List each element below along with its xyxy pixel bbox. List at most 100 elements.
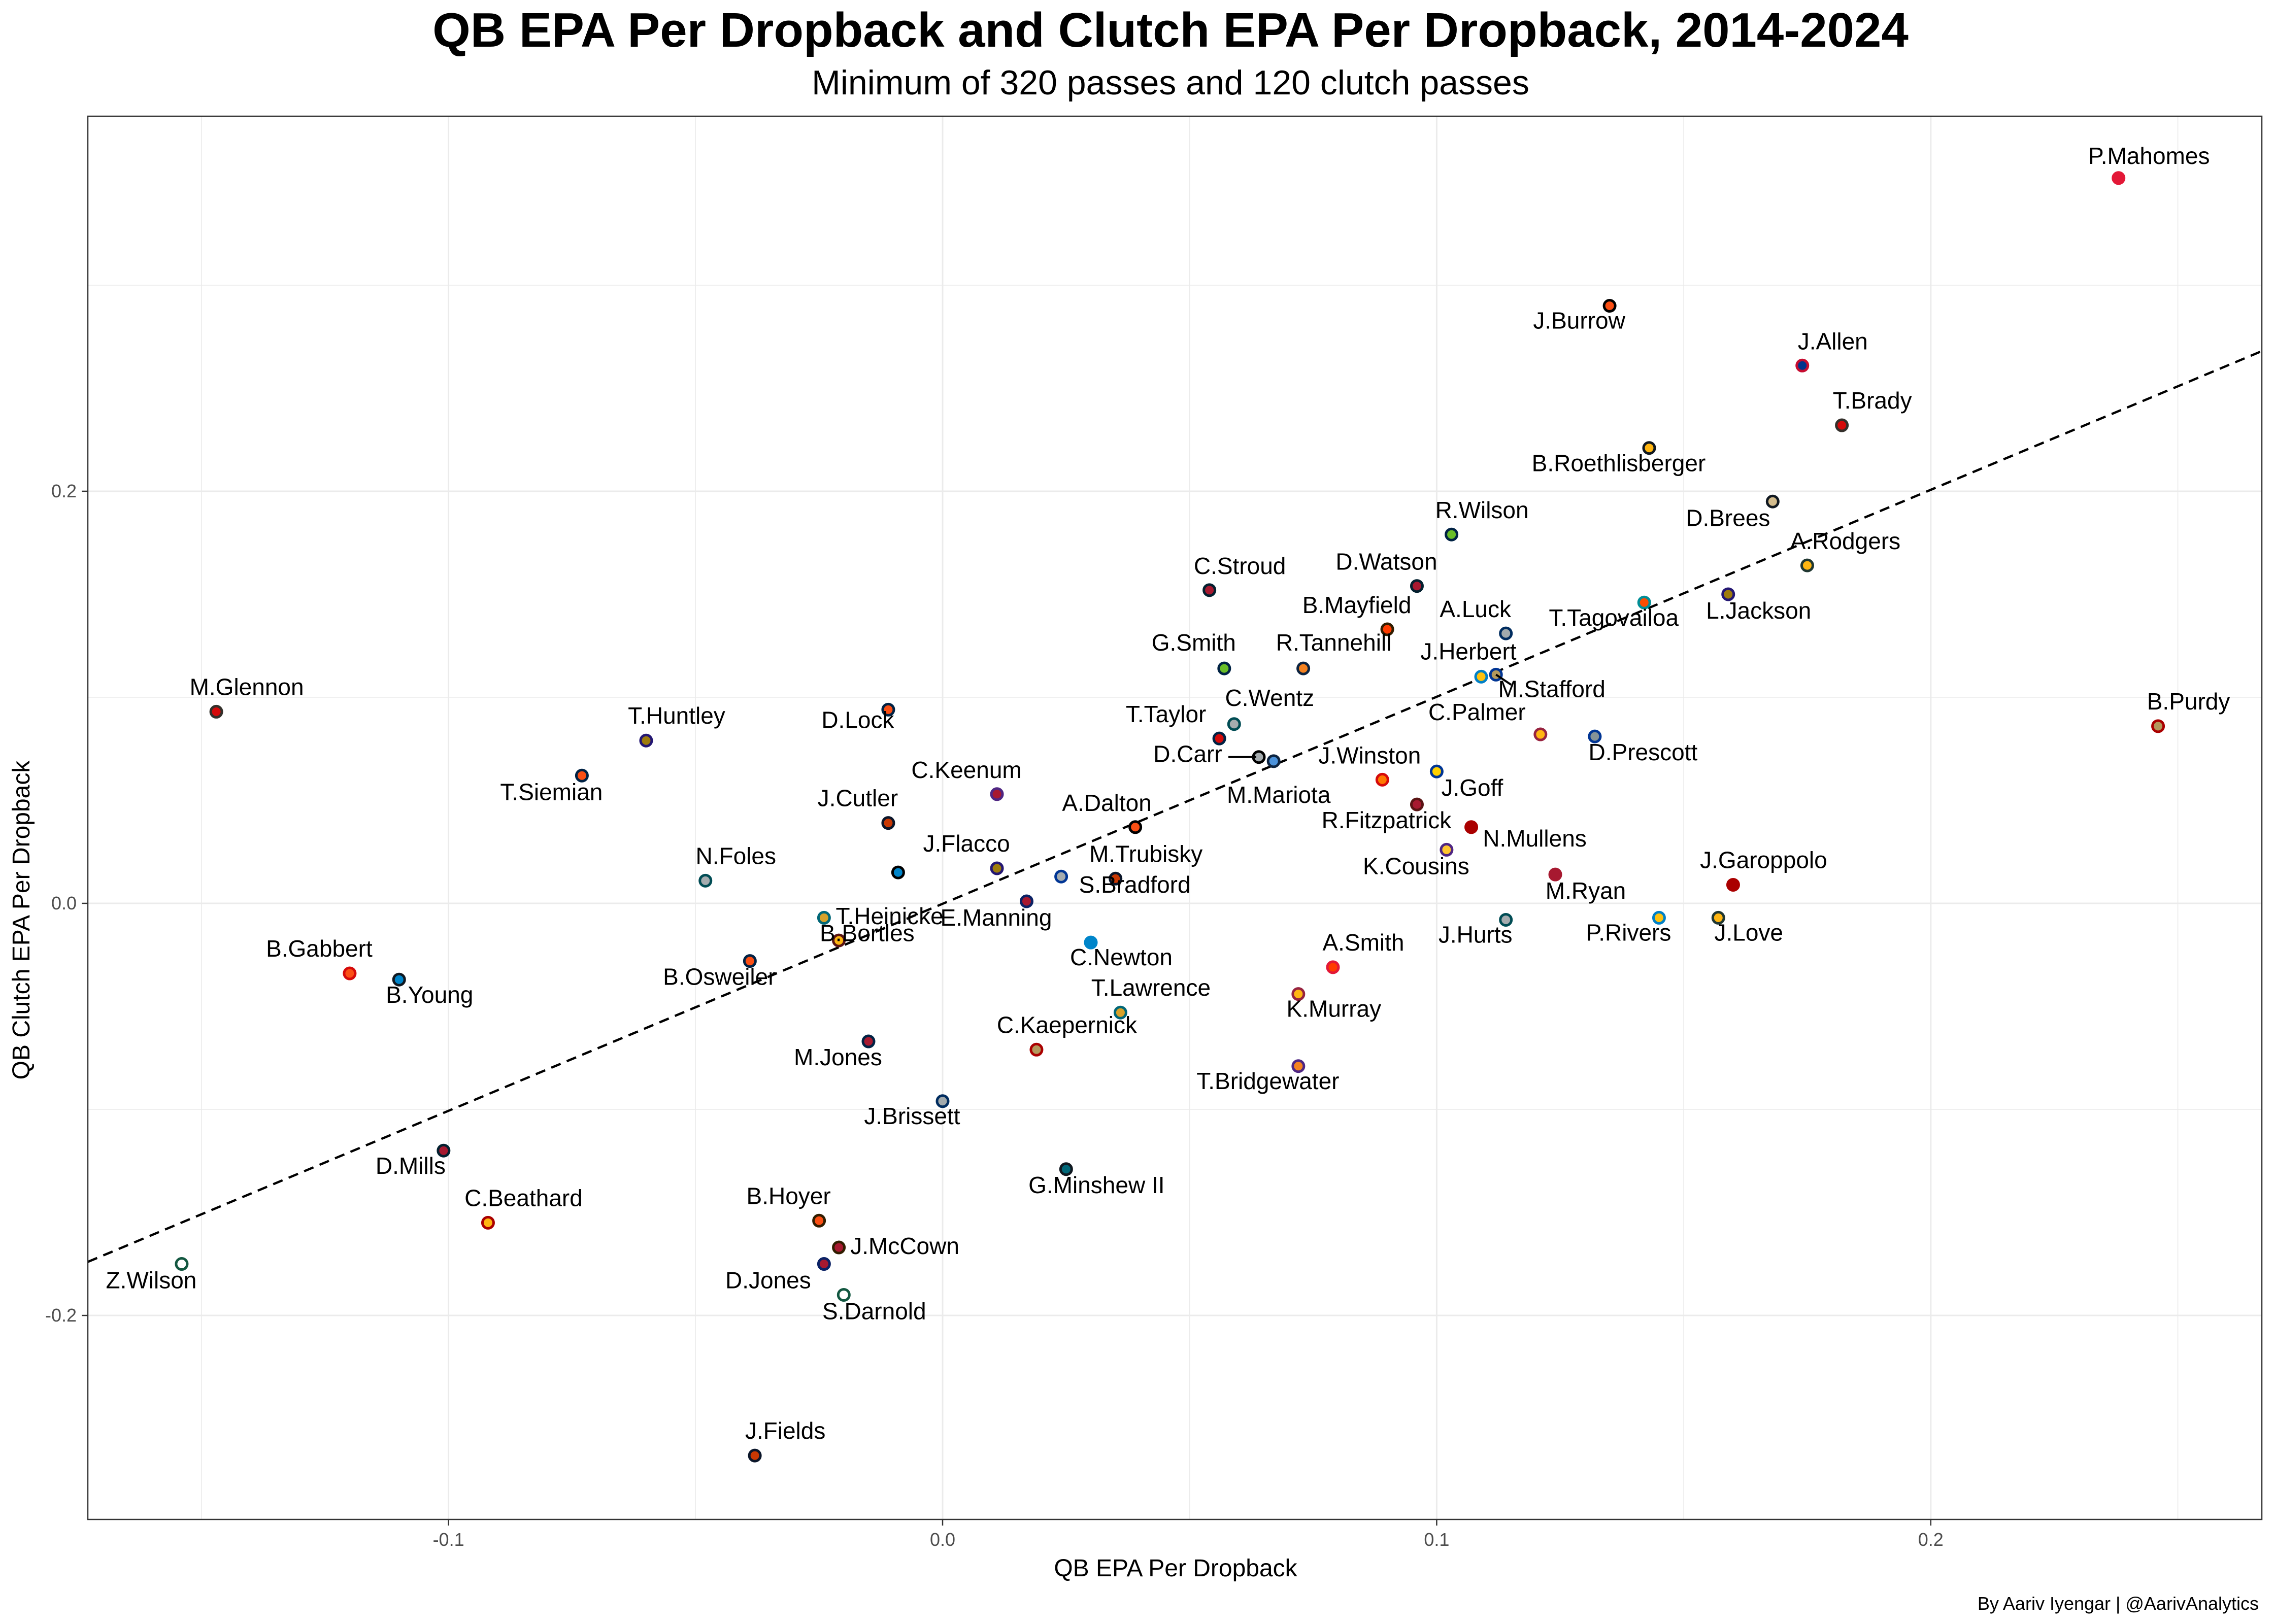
point-b-roethlisberger[interactable] xyxy=(1642,441,1656,455)
point-b-purdy[interactable] xyxy=(2151,719,2165,733)
point-label-t-huntley: T.Huntley xyxy=(628,702,725,729)
point-r-wilson[interactable] xyxy=(1445,527,1459,542)
point-l-jackson[interactable] xyxy=(1721,587,1735,601)
point-c-wentz[interactable] xyxy=(1227,717,1241,731)
point-t-bridgewater[interactable] xyxy=(1291,1059,1306,1073)
point-j-brissett[interactable] xyxy=(935,1094,950,1108)
plot-area: -0.1 0.0 0.1 0.2 -0.2 0.0 0.2 P.Mahomes J.Burrow… xyxy=(45,115,2263,1550)
point-b-osweiler[interactable] xyxy=(743,954,757,968)
point-m-jones[interactable] xyxy=(861,1034,876,1048)
point-m-ryan[interactable] xyxy=(1548,867,1562,882)
point-label-t-brady: T.Brady xyxy=(1833,387,1912,414)
point-label-m-trubisky: M.Trubisky xyxy=(1089,840,1202,867)
point-t-siemian[interactable] xyxy=(575,768,589,783)
point-label-e-manning: E.Manning xyxy=(941,904,1052,931)
point-label-b-bortles: B.Bortles xyxy=(820,920,915,946)
point-label-b-young: B.Young xyxy=(386,982,473,1008)
point-r-tannehill[interactable] xyxy=(1296,661,1311,675)
point-s-darnold[interactable] xyxy=(837,1288,851,1302)
point-label-k-cousins: K.Cousins xyxy=(1363,853,1469,879)
point-label-m-mariota: M.Mariota xyxy=(1227,782,1331,808)
point-label-c-palmer: C.Palmer xyxy=(1428,699,1526,725)
point-label-m-glennon: M.Glennon xyxy=(190,673,304,700)
point-p-mahomes[interactable] xyxy=(2112,171,2126,185)
point-label-m-jones: M.Jones xyxy=(794,1044,882,1070)
point-b-hoyer[interactable] xyxy=(812,1213,826,1228)
point-j-herbert[interactable] xyxy=(1474,669,1488,684)
point-j-love[interactable] xyxy=(1711,910,1725,925)
point-label-n-foles: N.Foles xyxy=(696,842,776,869)
point-t-taylor[interactable] xyxy=(1212,731,1226,746)
point-j-hurts[interactable] xyxy=(1499,912,1513,927)
point-label-j-cutler: J.Cutler xyxy=(818,785,898,811)
point-n-foles[interactable] xyxy=(698,873,713,888)
point-r-fitzpatrick[interactable] xyxy=(1410,797,1424,811)
point-j-winston[interactable] xyxy=(1375,772,1389,787)
point-label-t-heinicke: T.Heinicke xyxy=(835,903,943,929)
plot-border xyxy=(87,115,2263,1520)
point-d-lock[interactable] xyxy=(881,702,895,717)
point-j-garoppolo[interactable] xyxy=(1726,877,1740,892)
point-g-smith[interactable] xyxy=(1217,661,1231,675)
point-t-brady[interactable] xyxy=(1835,418,1849,432)
point-b-mayfield[interactable] xyxy=(1380,622,1394,636)
point-k-cousins[interactable] xyxy=(1440,842,1454,857)
point-j-fields[interactable] xyxy=(748,1448,762,1463)
point-label-d-lock: D.Lock xyxy=(821,706,894,733)
point-b-bortles[interactable] xyxy=(817,910,831,925)
point-b-gabbert[interactable] xyxy=(343,966,357,980)
point-label-j-winston: J.Winston xyxy=(1318,742,1421,768)
point-m-trubisky[interactable] xyxy=(1109,871,1123,886)
point-d-prescott[interactable] xyxy=(1588,729,1602,743)
point-d-watson[interactable] xyxy=(1410,579,1424,593)
point-d-jones[interactable] xyxy=(817,1257,831,1271)
point-c-newton[interactable] xyxy=(1084,935,1098,950)
point-n-mullens[interactable] xyxy=(1464,820,1479,834)
chart-title: QB EPA Per Dropback and Clutch EPA Per D… xyxy=(432,3,1909,57)
point-c-kaepernick[interactable] xyxy=(1029,1042,1044,1057)
point-t-huntley[interactable] xyxy=(639,733,653,748)
point-j-goff[interactable] xyxy=(1429,764,1444,779)
point-label-k-murray: K.Murray xyxy=(1287,996,1382,1022)
point-j-mccown[interactable] xyxy=(832,1240,846,1255)
point-c-palmer[interactable] xyxy=(1533,727,1548,741)
point-label-j-allen: J.Allen xyxy=(1798,328,1868,354)
point-p-rivers[interactable] xyxy=(1652,910,1666,925)
point-d-mills[interactable] xyxy=(437,1143,451,1158)
point-k-murray[interactable] xyxy=(1291,987,1306,1001)
point-c-stroud[interactable] xyxy=(1202,583,1217,597)
point-a-luck[interactable] xyxy=(1499,626,1513,640)
point-b-young[interactable] xyxy=(392,972,406,987)
point-z-wilson[interactable] xyxy=(175,1257,189,1271)
y-axis-title: QB Clutch EPA Per Dropback xyxy=(8,760,35,1080)
point-label-d-carr: D.Carr xyxy=(1153,741,1222,767)
x-axis-title: QB EPA Per Dropback xyxy=(1054,1555,1297,1582)
point-t-heinicke[interactable] xyxy=(832,933,846,948)
x-tick-label: 0.1 xyxy=(1424,1529,1449,1550)
point-a-smith[interactable] xyxy=(1326,960,1340,974)
point-label-g-minshew-ii: G.Minshew II xyxy=(1028,1172,1164,1198)
point-c-beathard[interactable] xyxy=(481,1215,495,1230)
point-a-rodgers[interactable] xyxy=(1800,558,1814,572)
point-j-allen[interactable] xyxy=(1795,358,1810,373)
point-j-cutler[interactable] xyxy=(881,816,895,830)
point-t-lawrence[interactable] xyxy=(1113,1005,1127,1020)
point-j-burrow[interactable] xyxy=(1602,299,1617,313)
point-label-b-roethlisberger: B.Roethlisberger xyxy=(1532,450,1706,477)
point-a-dalton[interactable] xyxy=(1128,820,1143,834)
point-t-tagovailoa[interactable] xyxy=(1637,595,1651,610)
point-label-b-gabbert: B.Gabbert xyxy=(266,935,373,962)
point-j-cutler-2[interactable] xyxy=(891,865,905,879)
point-s-bradford[interactable] xyxy=(1054,869,1068,884)
point-g-minshew-ii[interactable] xyxy=(1059,1162,1073,1176)
point-label-g-smith: G.Smith xyxy=(1152,629,1236,656)
point-label-m-ryan: M.Ryan xyxy=(1546,877,1626,904)
point-c-keenum[interactable] xyxy=(990,787,1004,801)
point-e-manning[interactable] xyxy=(1019,894,1033,908)
point-d-brees[interactable] xyxy=(1765,494,1780,509)
point-m-glennon[interactable] xyxy=(209,704,223,719)
point-j-flacco[interactable] xyxy=(990,861,1004,875)
point-m-mariota[interactable] xyxy=(1266,754,1281,768)
